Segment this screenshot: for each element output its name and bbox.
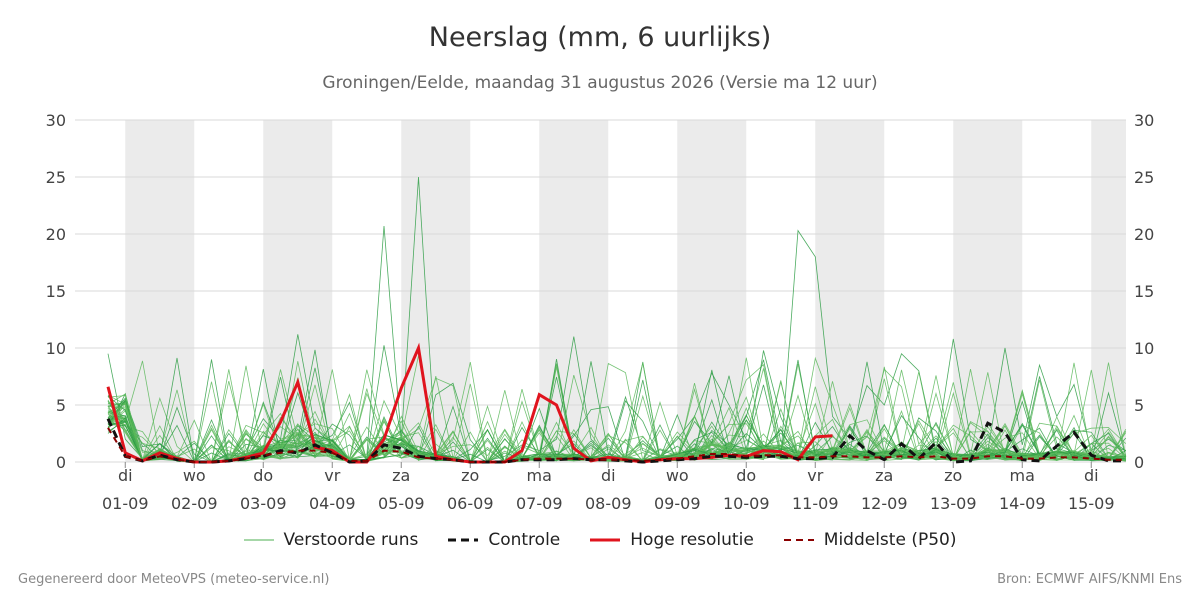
- y-tick-label-left: 5: [56, 396, 66, 415]
- x-tick-weekday: wo: [666, 466, 689, 485]
- x-tick-weekday: za: [392, 466, 410, 485]
- y-tick-label-right: 10: [1134, 339, 1154, 358]
- x-tick-weekday: vr: [324, 466, 340, 485]
- ensemble-member-line: [107, 176, 1127, 463]
- x-tick-date: 09-09: [654, 494, 701, 513]
- y-tick-label-right: 25: [1134, 168, 1154, 187]
- legend-swatch-ensemble: [243, 539, 274, 541]
- y-tick-label-left: 0: [56, 453, 66, 472]
- x-tick-date: 01-09: [102, 494, 149, 513]
- ensemble-member-line: [107, 361, 1126, 463]
- x-tick-weekday: ma: [527, 466, 552, 485]
- legend-item-median[interactable]: Middelste (P50): [783, 530, 957, 550]
- y-tick-label-left: 10: [46, 339, 66, 358]
- footer-generator: Gegenereerd door MeteoVPS (meteo-service…: [18, 572, 330, 587]
- x-tick-weekday: di: [1084, 466, 1099, 485]
- x-tick-date: 12-09: [861, 494, 908, 513]
- legend: Verstoorde runs Controle Hoge resolutie …: [0, 530, 1200, 550]
- x-tick-weekday: vr: [807, 466, 823, 485]
- legend-swatch-control: [448, 538, 479, 542]
- y-tick-label-right: 0: [1134, 453, 1144, 472]
- legend-label-high-res: Hoge resolutie: [630, 530, 754, 550]
- legend-item-high-res[interactable]: Hoge resolutie: [590, 530, 754, 550]
- x-tick-date: 15-09: [1068, 494, 1115, 513]
- x-tick-weekday: za: [875, 466, 893, 485]
- y-tick-label-left: 20: [46, 225, 66, 244]
- x-tick-date: 10-09: [723, 494, 770, 513]
- x-tick-date: 14-09: [999, 494, 1046, 513]
- x-tick-date: 11-09: [792, 494, 839, 513]
- x-tick-weekday: wo: [183, 466, 206, 485]
- legend-swatch-high-res: [590, 538, 621, 542]
- y-tick-label-right: 5: [1134, 396, 1144, 415]
- x-tick-date: 06-09: [447, 494, 494, 513]
- series-line-middelste-p50-: [107, 427, 1126, 463]
- legend-item-control[interactable]: Controle: [448, 530, 560, 550]
- ensemble-member-line: [107, 362, 1127, 463]
- chart-title: Neerslag (mm, 6 uurlijks): [428, 22, 772, 53]
- x-tick-date: 03-09: [240, 494, 287, 513]
- x-tick-date: 08-09: [585, 494, 632, 513]
- x-tick-date: 07-09: [516, 494, 563, 513]
- y-tick-label-left: 30: [46, 111, 66, 130]
- y-tick-label-right: 15: [1134, 282, 1154, 301]
- legend-swatch-median: [783, 539, 814, 541]
- x-tick-weekday: zo: [461, 466, 479, 485]
- x-tick-weekday: do: [253, 466, 273, 485]
- x-tick-date: 13-09: [930, 494, 977, 513]
- x-tick-weekday: zo: [944, 466, 962, 485]
- x-tick-date: 02-09: [171, 494, 218, 513]
- x-tick-date: 05-09: [378, 494, 425, 513]
- x-tick-weekday: di: [601, 466, 616, 485]
- x-tick-date: 04-09: [309, 494, 356, 513]
- legend-item-ensemble[interactable]: Verstoorde runs: [243, 530, 419, 550]
- chart-subtitle: Groningen/Eelde, maandag 31 augustus 202…: [322, 73, 878, 93]
- y-tick-label-left: 15: [46, 282, 66, 301]
- footer-source: Bron: ECMWF AIFS/KNMI Ens: [997, 572, 1182, 587]
- x-tick-weekday: ma: [1010, 466, 1035, 485]
- x-tick-weekday: di: [118, 466, 133, 485]
- x-tick-weekday: do: [736, 466, 756, 485]
- y-tick-label-right: 30: [1134, 111, 1154, 130]
- y-tick-label-right: 20: [1134, 225, 1154, 244]
- legend-label-ensemble: Verstoorde runs: [283, 530, 419, 550]
- y-tick-label-left: 25: [46, 168, 66, 187]
- legend-label-control: Controle: [488, 530, 561, 550]
- legend-label-median: Middelste (P50): [823, 530, 957, 550]
